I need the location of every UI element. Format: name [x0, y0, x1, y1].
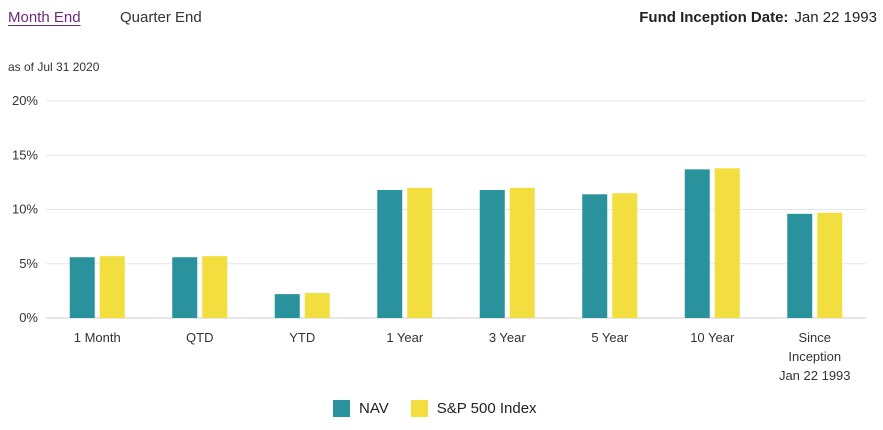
- as-of-date: as of Jul 31 2020: [8, 60, 100, 74]
- x-tick-label: 1 Month: [74, 330, 121, 345]
- y-tick-label: 10%: [12, 202, 38, 217]
- legend-item-nav[interactable]: NAV: [333, 400, 389, 417]
- bar-index: [202, 256, 228, 318]
- bar-nav: [69, 257, 95, 318]
- legend-item-index[interactable]: S&P 500 Index: [410, 400, 537, 417]
- bar-index: [714, 168, 740, 318]
- bar-index: [509, 187, 535, 318]
- bar-nav: [479, 189, 505, 318]
- x-tick-label: 1 Year: [386, 330, 424, 345]
- bar-index: [612, 193, 638, 318]
- bar-nav: [582, 194, 608, 318]
- x-tick-label: Since: [798, 330, 831, 345]
- bar-index: [304, 293, 330, 318]
- performance-bar-chart: 0% 5% 10% 15% 20% 1 Month QTD YTD 1 Year 3 Year 5 …: [12, 93, 866, 383]
- x-tick-label: 3 Year: [489, 330, 527, 345]
- bar-nav: [684, 169, 710, 318]
- x-tick-label: 5 Year: [591, 330, 629, 345]
- bar-index: [99, 256, 125, 318]
- tab-month-end[interactable]: Month End: [8, 9, 81, 26]
- y-tick-label: 15%: [12, 147, 38, 162]
- y-tick-label: 20%: [12, 93, 38, 108]
- bar-nav: [274, 294, 300, 318]
- fund-inception: Fund Inception Date: Jan 22 1993: [639, 9, 877, 26]
- y-tick-label: 0%: [19, 310, 38, 325]
- inception-date: Jan 22 1993: [794, 9, 877, 26]
- legend-swatch-index: [410, 400, 428, 417]
- x-tick-label: Inception: [788, 349, 841, 364]
- x-tick-label: 10 Year: [690, 330, 735, 345]
- legend-label-index: S&P 500 Index: [436, 400, 537, 417]
- x-tick-label: YTD: [289, 330, 315, 345]
- legend-swatch-nav: [333, 400, 350, 417]
- x-tick-label: QTD: [186, 330, 213, 345]
- bar-nav: [377, 189, 403, 318]
- legend-label-nav: NAV: [359, 400, 389, 417]
- bar-index: [817, 212, 843, 318]
- y-tick-label: 5%: [19, 256, 38, 271]
- inception-label: Fund Inception Date:: [639, 9, 789, 26]
- tab-quarter-end[interactable]: Quarter End: [120, 9, 202, 26]
- chart-legend: NAV S&P 500 Index: [333, 400, 559, 417]
- x-tick-label: Jan 22 1993: [779, 368, 851, 383]
- bar-nav: [787, 213, 813, 318]
- bar-index: [407, 187, 433, 318]
- bar-nav: [172, 257, 198, 318]
